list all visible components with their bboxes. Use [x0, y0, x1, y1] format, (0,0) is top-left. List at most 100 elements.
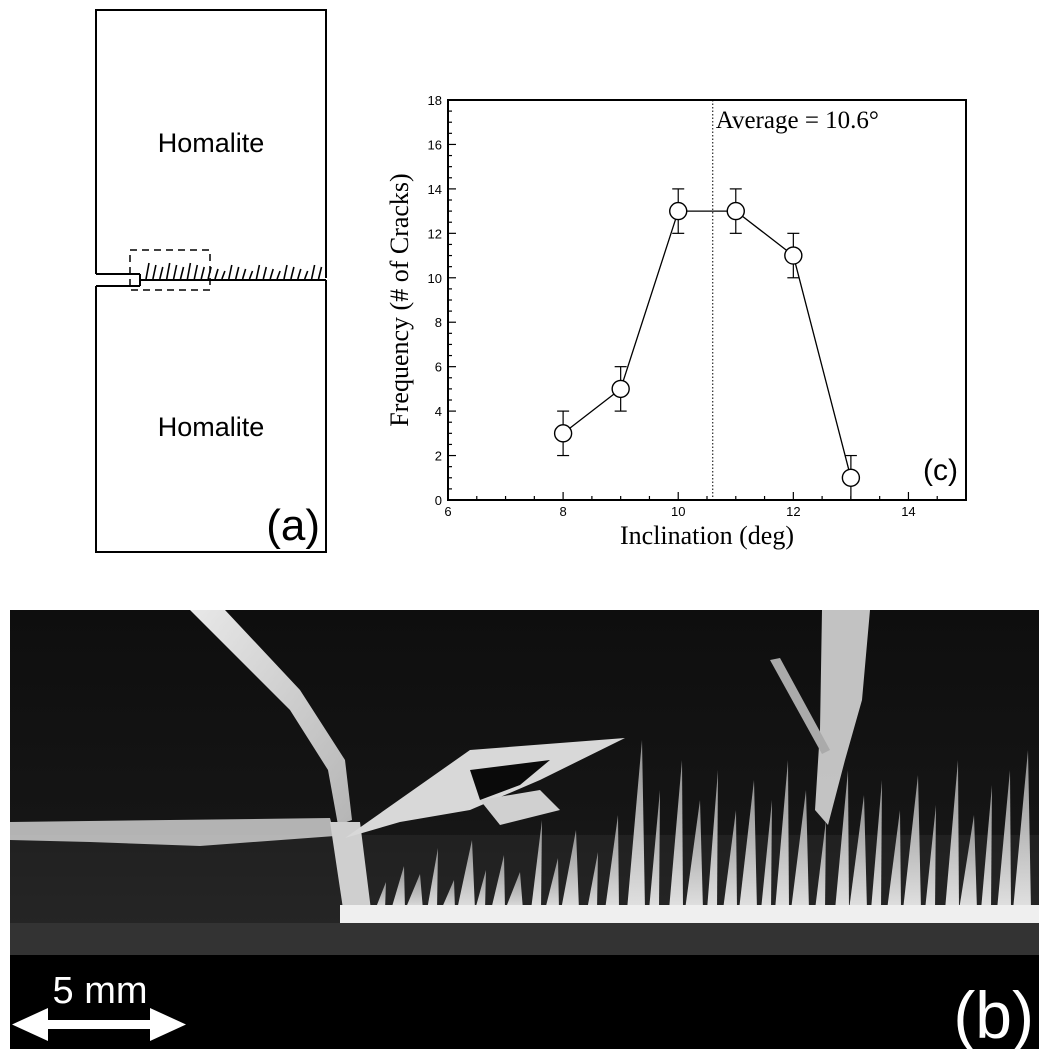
bottom-homalite-block: [95, 280, 327, 553]
crack-spike: [405, 874, 423, 910]
crack-spike: [871, 780, 882, 910]
data-point: [669, 201, 688, 221]
crack-hatch: [221, 270, 226, 280]
crack-hatch: [159, 266, 164, 280]
crack-spike: [723, 810, 737, 910]
crack-spike: [685, 800, 703, 910]
y-tick-label: 0: [435, 493, 442, 508]
x-axis-label: Inclination (deg): [620, 521, 794, 550]
x-tick-label: 12: [786, 504, 800, 519]
y-tick-label: 12: [428, 226, 442, 241]
upper-right-thin-crack: [770, 658, 830, 754]
crack-spike: [627, 740, 645, 910]
caption-bar: [10, 955, 1039, 1049]
interface-left-bright: [10, 818, 335, 846]
crack-base-block: [330, 822, 372, 922]
panel-c-letter: (c): [923, 454, 958, 487]
crack-spike: [887, 810, 901, 910]
x-axis-ticks: 6 8 10 12 14: [444, 492, 967, 519]
x-tick-label: 8: [559, 504, 566, 519]
data-point: [726, 201, 745, 221]
data-point: [553, 424, 573, 443]
crack-hatch: [214, 268, 219, 280]
crack-hatch: [145, 262, 150, 280]
crack-spike: [707, 770, 718, 910]
data-point: [611, 379, 630, 399]
crack-hatch: [193, 264, 199, 280]
y-tick-label: 10: [428, 271, 442, 286]
crack-hatch: [283, 264, 288, 280]
crack-hatch: [234, 266, 240, 280]
crack-hatch: [241, 268, 247, 280]
crack-spike: [505, 872, 523, 910]
inclined-cracks: [145, 262, 323, 280]
crack-spike: [669, 760, 683, 910]
series-line: [562, 210, 852, 478]
debris-fragment: [480, 790, 560, 825]
crack-spike: [475, 870, 486, 910]
panel-b-photo: 5 mm (b): [10, 610, 1039, 1049]
panel-c-chart: 6 8 10 12 14 0 2 4 6 8 10 12 14 16 18 Average = 10.6°…: [385, 93, 967, 550]
crack-spike: [561, 830, 579, 910]
crack-spike: [775, 760, 789, 910]
crack-spike: [997, 770, 1011, 910]
y-axis-label: Frequency (# of Cracks): [385, 173, 414, 426]
crack-spike: [491, 855, 505, 910]
crack-spike: [1013, 750, 1031, 910]
crack-hatch: [310, 264, 316, 280]
crack-hatch: [255, 264, 261, 280]
crack-hatch: [317, 266, 323, 280]
crack-spike: [959, 815, 977, 910]
crack-spike: [981, 785, 992, 910]
y-tick-label: 6: [435, 360, 442, 375]
bottom-interface-band: [340, 905, 1039, 923]
y-tick-label: 18: [428, 93, 442, 108]
y-tick-label: 14: [428, 182, 442, 197]
upper-right-crack: [815, 610, 870, 825]
crack-spike: [587, 852, 598, 910]
top-block-label: Homalite: [158, 128, 265, 158]
y-tick-label: 2: [435, 449, 442, 464]
scale-bar-arrow: [12, 1008, 186, 1041]
lower-gray-band: [10, 923, 1039, 955]
crack-hatch: [172, 264, 178, 280]
crack-spike: [739, 780, 757, 910]
crack-spike: [649, 790, 660, 910]
crack-hatch: [297, 268, 302, 280]
crack-hatch: [179, 266, 185, 280]
scale-bar-label: 5 mm: [53, 970, 148, 1012]
data-point: [784, 246, 803, 265]
branch-crack-dark-gap: [470, 760, 550, 800]
mode-two-cracks: [375, 740, 1031, 910]
crack-hatch: [200, 266, 205, 280]
panel-a-letter: (a): [266, 501, 320, 550]
crack-spike: [791, 790, 809, 910]
crack-spike: [375, 882, 386, 910]
crack-spike: [531, 820, 542, 910]
x-tick-label: 6: [444, 504, 451, 519]
crack-spike: [925, 805, 936, 910]
crack-hatch: [186, 262, 192, 280]
crack-spike: [903, 775, 921, 910]
crack-spike: [815, 820, 826, 910]
error-bars: [557, 188, 857, 501]
average-annotation: Average = 10.6°: [716, 107, 879, 134]
y-tick-label: 4: [435, 404, 442, 419]
y-tick-label: 8: [435, 315, 442, 330]
bottom-block-label: Homalite: [158, 412, 265, 442]
crack-hatch: [290, 266, 295, 280]
top-homalite-block: [95, 9, 327, 278]
crack-hatch: [303, 270, 309, 280]
plot-border: [447, 99, 967, 501]
detail-dashed-box: [129, 249, 211, 291]
panel-b-letter: (b): [953, 978, 1034, 1049]
crack-spike: [605, 815, 619, 910]
plot-frame: [447, 99, 967, 501]
x-tick-label: 10: [671, 504, 685, 519]
crack-spike: [391, 866, 405, 910]
x-tick-label: 14: [901, 504, 915, 519]
crack-hatch: [228, 264, 233, 280]
crack-spike: [835, 770, 849, 910]
crack-hatch: [276, 270, 281, 280]
main-inclined-crack: [190, 610, 352, 825]
